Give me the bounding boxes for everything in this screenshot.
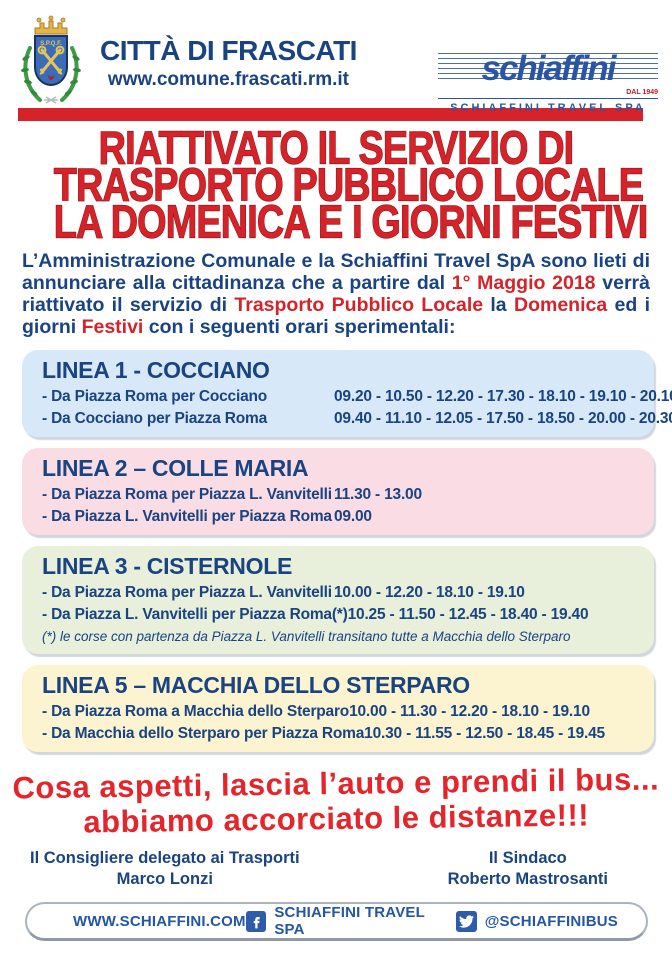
- schiaffini-logo-text: schiaffini: [481, 49, 616, 88]
- route-times: 10.00 - 11.30 - 12.20 - 18.10 - 19.10: [349, 703, 590, 720]
- intro-text: con i seguenti orari sperimentali:: [143, 316, 456, 338]
- schiaffini-since-label: DAL 1949: [626, 89, 658, 96]
- linea-5-title: LINEA 5 – MACCHIA DELLO STERPARO: [42, 672, 470, 698]
- signature-right-role: Il Sindaco: [488, 849, 567, 867]
- slogan: Cosa aspetti, lascia l’auto e prendi il …: [0, 761, 672, 840]
- intro-text: la: [483, 294, 514, 316]
- route-label: - Da Macchia dello Sterparo per Piazza R…: [42, 725, 365, 742]
- intro-paragraph: L’Amministrazione Comunale e la Schiaffi…: [22, 250, 650, 338]
- route-times: 10.25 - 11.50 - 12.45 - 18.40 - 19.40: [347, 606, 589, 623]
- linea-3-footnote: (*) le corse con partenza da Piazza L. V…: [42, 629, 571, 644]
- route-times: 11.30 - 13.00: [334, 486, 422, 503]
- route-label: - Da Piazza Roma a Macchia dello Sterpar…: [42, 703, 350, 720]
- intro-highlight-date: 1° Maggio 2018: [451, 272, 596, 294]
- schedule-row: - Da Piazza Roma per Piazza L. Vanvitell…: [42, 585, 642, 601]
- route-label: - Da Piazza Roma per Piazza L. Vanvitell…: [42, 486, 332, 503]
- city-name: CITTÀ DI FRASCATI: [100, 35, 357, 66]
- schedule-row: - Da Cocciano per Piazza Roma 09.40 - 11…: [42, 410, 672, 427]
- route-times: 10.30 - 11.55 - 12.50 - 18.45 - 19.45: [364, 725, 605, 742]
- route-times: 10.00 - 12.20 - 18.10 - 19.10: [334, 584, 525, 601]
- schedule-row: - Da Piazza L. Vanvitelli per Piazza Rom…: [42, 607, 642, 623]
- signature-right-name: Roberto Mastrosanti: [447, 870, 608, 888]
- route-times: 09.20 - 10.50 - 12.20 - 17.30 - 18.10 - …: [334, 388, 672, 405]
- route-label: - Da Piazza L. Vanvitelli per Piazza Rom…: [42, 606, 348, 623]
- route-label: - Da Piazza Roma per Cocciano: [42, 388, 268, 405]
- red-divider-bar: [18, 108, 643, 121]
- footer-facebook-label: SCHIAFFINI TRAVEL SPA: [274, 904, 425, 938]
- headline-line-1: RIATTIVATO IL SERVIZIO DI: [98, 121, 575, 174]
- headline-line-2: TRASPORTO PUBBLICO LOCALE: [53, 158, 644, 211]
- footer-twitter-label: @SCHIAFFINIBUS: [484, 912, 618, 930]
- schiaffini-wordmark: schiaffini: [438, 50, 658, 88]
- intro-highlight-service: Trasporto Pubblico Locale: [234, 294, 484, 316]
- schiaffini-subtitle: SCHIAFFINI TRAVEL SPA: [438, 98, 658, 114]
- headline-line-3: LA DOMENICA E I GIORNI FESTIVI: [53, 195, 648, 248]
- crest-graphic: S.P.Q.F.: [21, 15, 81, 104]
- intro-text: ed i giorni: [22, 294, 650, 338]
- facebook-icon: [245, 910, 267, 932]
- twitter-icon: [455, 910, 477, 932]
- city-title-block: CITTÀ DI FRASCATI www.comune.frascati.rm…: [100, 36, 357, 91]
- linea-5-box: LINEA 5 – MACCHIA DELLO STERPARO - Da Pi…: [22, 665, 654, 752]
- linea-3-title: LINEA 3 - CISTERNOLE: [42, 553, 292, 579]
- signature-left-name: Marco Lonzi: [116, 870, 213, 888]
- footer-website-link[interactable]: WWW.SCHIAFFINI.COM: [73, 913, 246, 930]
- headline: RIATTIVATO IL SERVIZIO DI TRASPORTO PUBB…: [0, 121, 672, 248]
- schedule-row: - Da Piazza Roma per Piazza L. Vanvitell…: [42, 487, 642, 503]
- intro-text: verrà riattivato il servizio di: [22, 272, 650, 316]
- schedule-row: - Da Macchia dello Sterparo per Piazza R…: [42, 726, 642, 742]
- schedule-row: - Da Piazza L. Vanvitelli per Piazza Rom…: [42, 509, 642, 525]
- linea-2-title: LINEA 2 – COLLE MARIA: [42, 455, 309, 481]
- linea-1-title: LINEA 1 - COCCIANO: [42, 357, 270, 383]
- footer-contact-bar: WWW.SCHIAFFINI.COM SCHIAFFINI TRAVEL SPA…: [25, 902, 648, 941]
- footer-twitter-link[interactable]: @SCHIAFFINIBUS: [455, 910, 618, 932]
- schiaffini-logo: schiaffini DAL 1949 SCHIAFFINI TRAVEL SP…: [438, 50, 658, 114]
- city-website-link[interactable]: www.comune.frascati.rm.it: [107, 69, 350, 90]
- schedule-row: - Da Piazza Roma a Macchia dello Sterpar…: [42, 704, 642, 720]
- signature-left: Il Consigliere delegato ai Trasporti Mar…: [30, 848, 300, 890]
- schedule-row: - Da Piazza Roma per Cocciano 09.20 - 10…: [42, 388, 672, 405]
- linea-1-box: LINEA 1 - COCCIANO - Da Piazza Roma per …: [22, 350, 672, 437]
- route-times: 09.00: [334, 508, 372, 525]
- intro-text: L’Amministrazione Comunale e la Schiaffi…: [22, 250, 650, 294]
- intro-highlight-holidays: Festivi: [81, 316, 144, 338]
- footer-facebook-link[interactable]: SCHIAFFINI TRAVEL SPA: [245, 904, 456, 938]
- route-label: - Da Cocciano per Piazza Roma: [42, 410, 268, 427]
- footer-website-label: WWW.SCHIAFFINI.COM: [73, 912, 246, 930]
- route-label: - Da Piazza L. Vanvitelli per Piazza Rom…: [42, 508, 332, 525]
- signature-left-role: Il Consigliere delegato ai Trasporti: [30, 849, 300, 867]
- header: S.P.Q.F. CITTÀ DI FRASCATI www.comune.fr…: [0, 0, 672, 114]
- linea-2-box: LINEA 2 – COLLE MARIA - Da Piazza Roma p…: [22, 448, 654, 535]
- route-label: - Da Piazza Roma per Piazza L. Vanvitell…: [42, 584, 332, 601]
- frascati-coat-of-arms: S.P.Q.F.: [16, 12, 86, 113]
- crest-motto: S.P.Q.F.: [40, 41, 62, 47]
- linea-3-box: LINEA 3 - CISTERNOLE - Da Piazza Roma pe…: [22, 546, 654, 654]
- signature-right: Il Sindaco Roberto Mastrosanti: [448, 848, 608, 890]
- route-times: 09.40 - 11.10 - 12.05 - 17.50 - 18.50 - …: [334, 410, 672, 427]
- intro-highlight-sunday: Domenica: [513, 294, 608, 316]
- signatures: Il Consigliere delegato ai Trasporti Mar…: [30, 848, 608, 890]
